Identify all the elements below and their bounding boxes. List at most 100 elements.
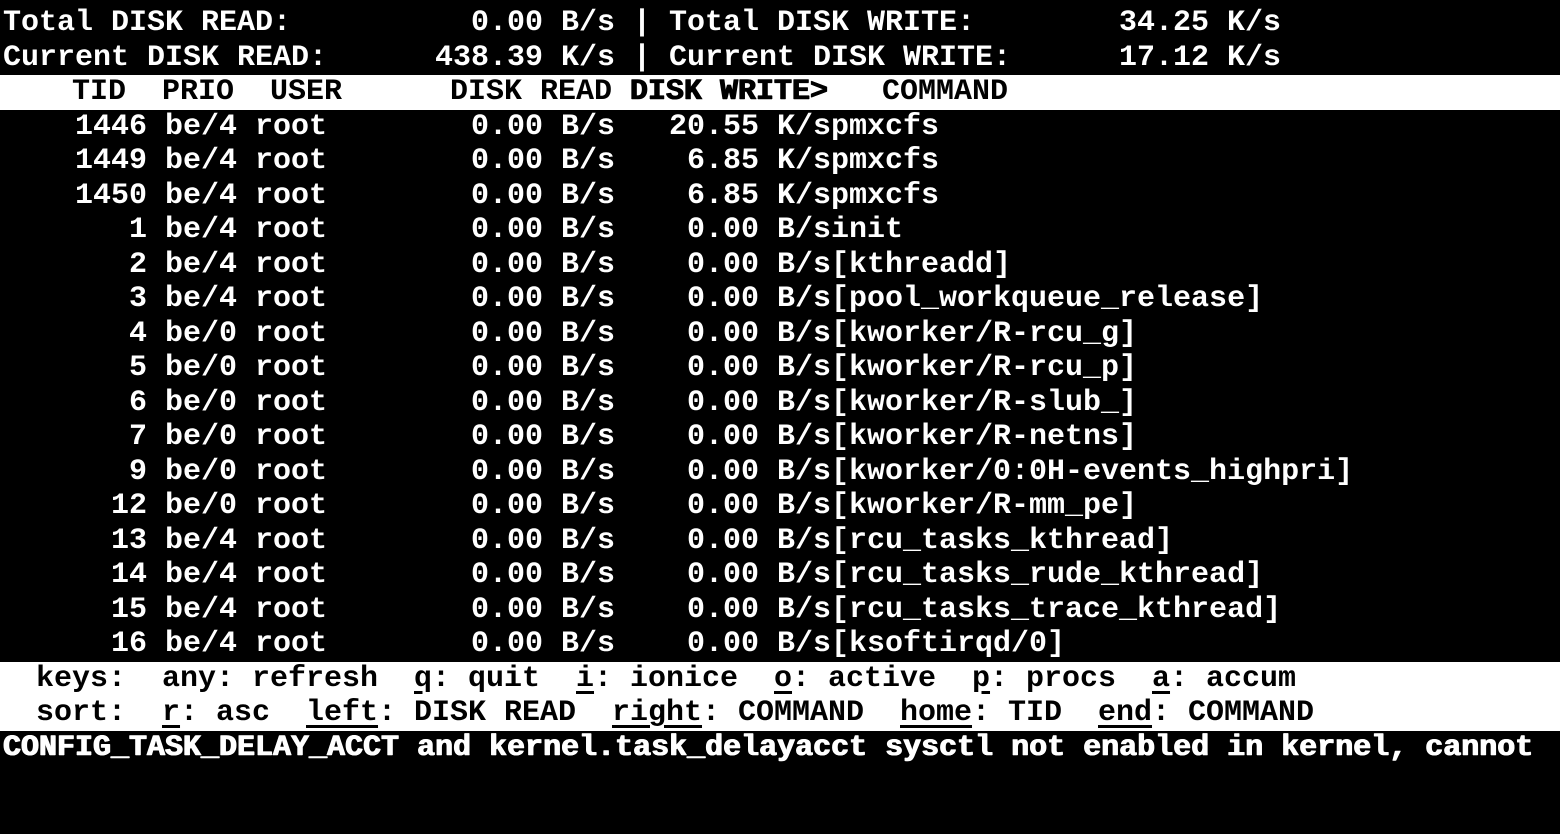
cell-disk_read: 0.00 B/s	[470, 282, 615, 316]
help-item-any[interactable]: any: refresh	[162, 661, 379, 696]
cell-disk_write: 0.00 B/s	[686, 558, 831, 592]
cell-prio: be/4	[165, 558, 238, 592]
cell-tid: 1450	[74, 178, 147, 213]
help-item-r[interactable]: r: asc	[162, 696, 271, 730]
help-item-q[interactable]: q: quit	[414, 661, 541, 696]
help-item-left[interactable]: left: DISK READ	[306, 696, 577, 730]
total-disk-write-label: Total DISK WRITE:	[669, 6, 976, 40]
table-row: 14 be/4 root 0.00 B/s 0.00 B/s [rcu_tasks_rud…	[3, 558, 1560, 593]
cell-user: root	[255, 351, 328, 385]
cell-command: [kworker/R-slub_]	[831, 385, 1138, 420]
cell-prio: be/0	[165, 489, 238, 523]
table-row: 15 be/4 root 0.00 B/s 0.00 B/s [rcu_tasks_tra…	[3, 593, 1560, 628]
cell-tid: 2	[128, 247, 147, 282]
help-key-a[interactable]: a	[1152, 661, 1171, 696]
column-header-disk-read[interactable]: DISK READ	[449, 75, 612, 109]
cell-user: root	[255, 178, 328, 213]
cell-user: root	[255, 213, 328, 247]
cell-disk_write: 0.00 B/s	[686, 351, 831, 385]
help-key-end[interactable]: end	[1098, 696, 1153, 730]
cell-disk_read: 0.00 B/s	[470, 420, 615, 454]
column-header-prio[interactable]: PRIO	[162, 75, 235, 109]
cell-tid: 13	[110, 523, 147, 558]
help-key-any[interactable]: any	[162, 661, 217, 696]
cell-disk_read: 0.00 B/s	[470, 627, 615, 661]
column-header-command[interactable]: COMMAND	[882, 75, 1009, 109]
cell-command: [kworker/R-netns]	[831, 420, 1138, 454]
help-item-i[interactable]: i: ionice	[576, 661, 739, 696]
cell-user: root	[255, 385, 328, 420]
help-key-r[interactable]: r	[162, 696, 181, 730]
column-header-user[interactable]: USER	[270, 75, 343, 109]
cell-tid: 1449	[74, 144, 147, 178]
cell-tid: 7	[128, 420, 147, 454]
help-item-home[interactable]: home: TID	[900, 696, 1063, 730]
cell-command: [kworker/0:0H-events_highpri]	[831, 454, 1354, 489]
cell-tid: 12	[110, 489, 147, 523]
cell-command: [rcu_tasks_rude_kthread]	[831, 558, 1264, 592]
table-row: 1446 be/4 root 0.00 B/s 20.55 K/s pmxcfs	[3, 110, 1560, 145]
sort-help-label: sort:	[36, 696, 127, 730]
cell-disk_read: 0.00 B/s	[470, 489, 615, 523]
cell-disk_write: 0.00 B/s	[686, 213, 831, 247]
cell-tid: 1446	[74, 109, 147, 144]
iotop-terminal-screen: Total DISK READ: 0.00 B/s | Total DISK W…	[0, 6, 1560, 765]
table-row: 3 be/4 root 0.00 B/s 0.00 B/s [pool_workqueue…	[3, 282, 1560, 317]
column-header-disk-write-sorted[interactable]: DISK WRITE>	[629, 75, 829, 110]
column-header-tid[interactable]: TID	[72, 75, 127, 109]
cell-disk_write: 0.00 B/s	[686, 247, 831, 282]
cell-disk_write: 0.00 B/s	[686, 385, 831, 420]
help-key-p[interactable]: p	[972, 661, 991, 696]
cell-prio: be/4	[165, 627, 238, 661]
table-row: 2 be/4 root 0.00 B/s 0.00 B/s [kthreadd]	[3, 248, 1560, 283]
cell-prio: be/4	[165, 144, 238, 178]
cell-command: pmxcfs	[831, 109, 940, 144]
cell-tid: 6	[128, 385, 147, 420]
cell-disk_write: 0.00 B/s	[686, 627, 831, 661]
table-row: 13 be/4 root 0.00 B/s 0.00 B/s [rcu_tasks_kth…	[3, 524, 1560, 559]
table-row: 7 be/0 root 0.00 B/s 0.00 B/s [kworker/R-netn…	[3, 420, 1560, 455]
cell-disk_write: 0.00 B/s	[686, 592, 831, 627]
total-disk-read-value: 0.00 B/s	[470, 6, 615, 40]
cell-disk_read: 0.00 B/s	[470, 178, 615, 213]
help-key-o[interactable]: o	[774, 661, 793, 696]
cell-user: root	[255, 247, 328, 282]
help-key-i[interactable]: i	[576, 661, 595, 696]
cell-prio: be/0	[165, 316, 238, 351]
table-row: 12 be/0 root 0.00 B/s 0.00 B/s [kworker/R-mm_…	[3, 489, 1560, 524]
help-key-left[interactable]: left	[306, 696, 379, 730]
help-item-end[interactable]: end: COMMAND	[1098, 696, 1315, 730]
help-key-home[interactable]: home	[900, 696, 973, 730]
help-item-o[interactable]: o: active	[774, 661, 937, 696]
table-row: 1450 be/4 root 0.00 B/s 6.85 K/s pmxcfs	[3, 179, 1560, 214]
total-disk-write-value: 34.25 K/s	[1118, 6, 1281, 40]
cell-user: root	[255, 489, 328, 523]
cell-disk_read: 0.00 B/s	[470, 213, 615, 247]
cell-disk_read: 0.00 B/s	[470, 558, 615, 592]
cell-command: [kworker/R-rcu_g]	[831, 316, 1138, 351]
cell-prio: be/4	[165, 523, 238, 558]
cell-user: root	[255, 558, 328, 592]
cell-disk_write: 0.00 B/s	[686, 523, 831, 558]
cell-disk_read: 0.00 B/s	[470, 144, 615, 178]
cell-tid: 4	[128, 316, 147, 351]
help-item-p[interactable]: p: procs	[972, 661, 1117, 696]
help-item-right[interactable]: right: COMMAND	[612, 696, 865, 730]
status-line: CONFIG_TASK_DELAY_ACCT and kernel.task_d…	[3, 730, 1560, 766]
cell-prio: be/4	[165, 592, 238, 627]
cell-disk_read: 0.00 B/s	[470, 316, 615, 351]
cell-disk_write: 0.00 B/s	[686, 282, 831, 316]
keys-help-label: keys:	[36, 661, 127, 696]
cell-prio: be/0	[165, 454, 238, 489]
cell-user: root	[255, 109, 328, 144]
cell-disk_read: 0.00 B/s	[470, 247, 615, 282]
cell-disk_read: 0.00 B/s	[470, 592, 615, 627]
help-key-right[interactable]: right	[612, 696, 703, 730]
help-key-q[interactable]: q	[414, 661, 433, 696]
cell-tid: 9	[128, 454, 147, 489]
cell-prio: be/0	[165, 420, 238, 454]
summary-line-total: Total DISK READ: 0.00 B/s | Total DISK W…	[3, 6, 1560, 41]
help-item-a[interactable]: a: accum	[1152, 661, 1297, 696]
cell-disk_read: 0.00 B/s	[470, 523, 615, 558]
table-header-row: TID PRIO USER DISK READ DISK WRITE> COMM…	[0, 75, 1560, 110]
